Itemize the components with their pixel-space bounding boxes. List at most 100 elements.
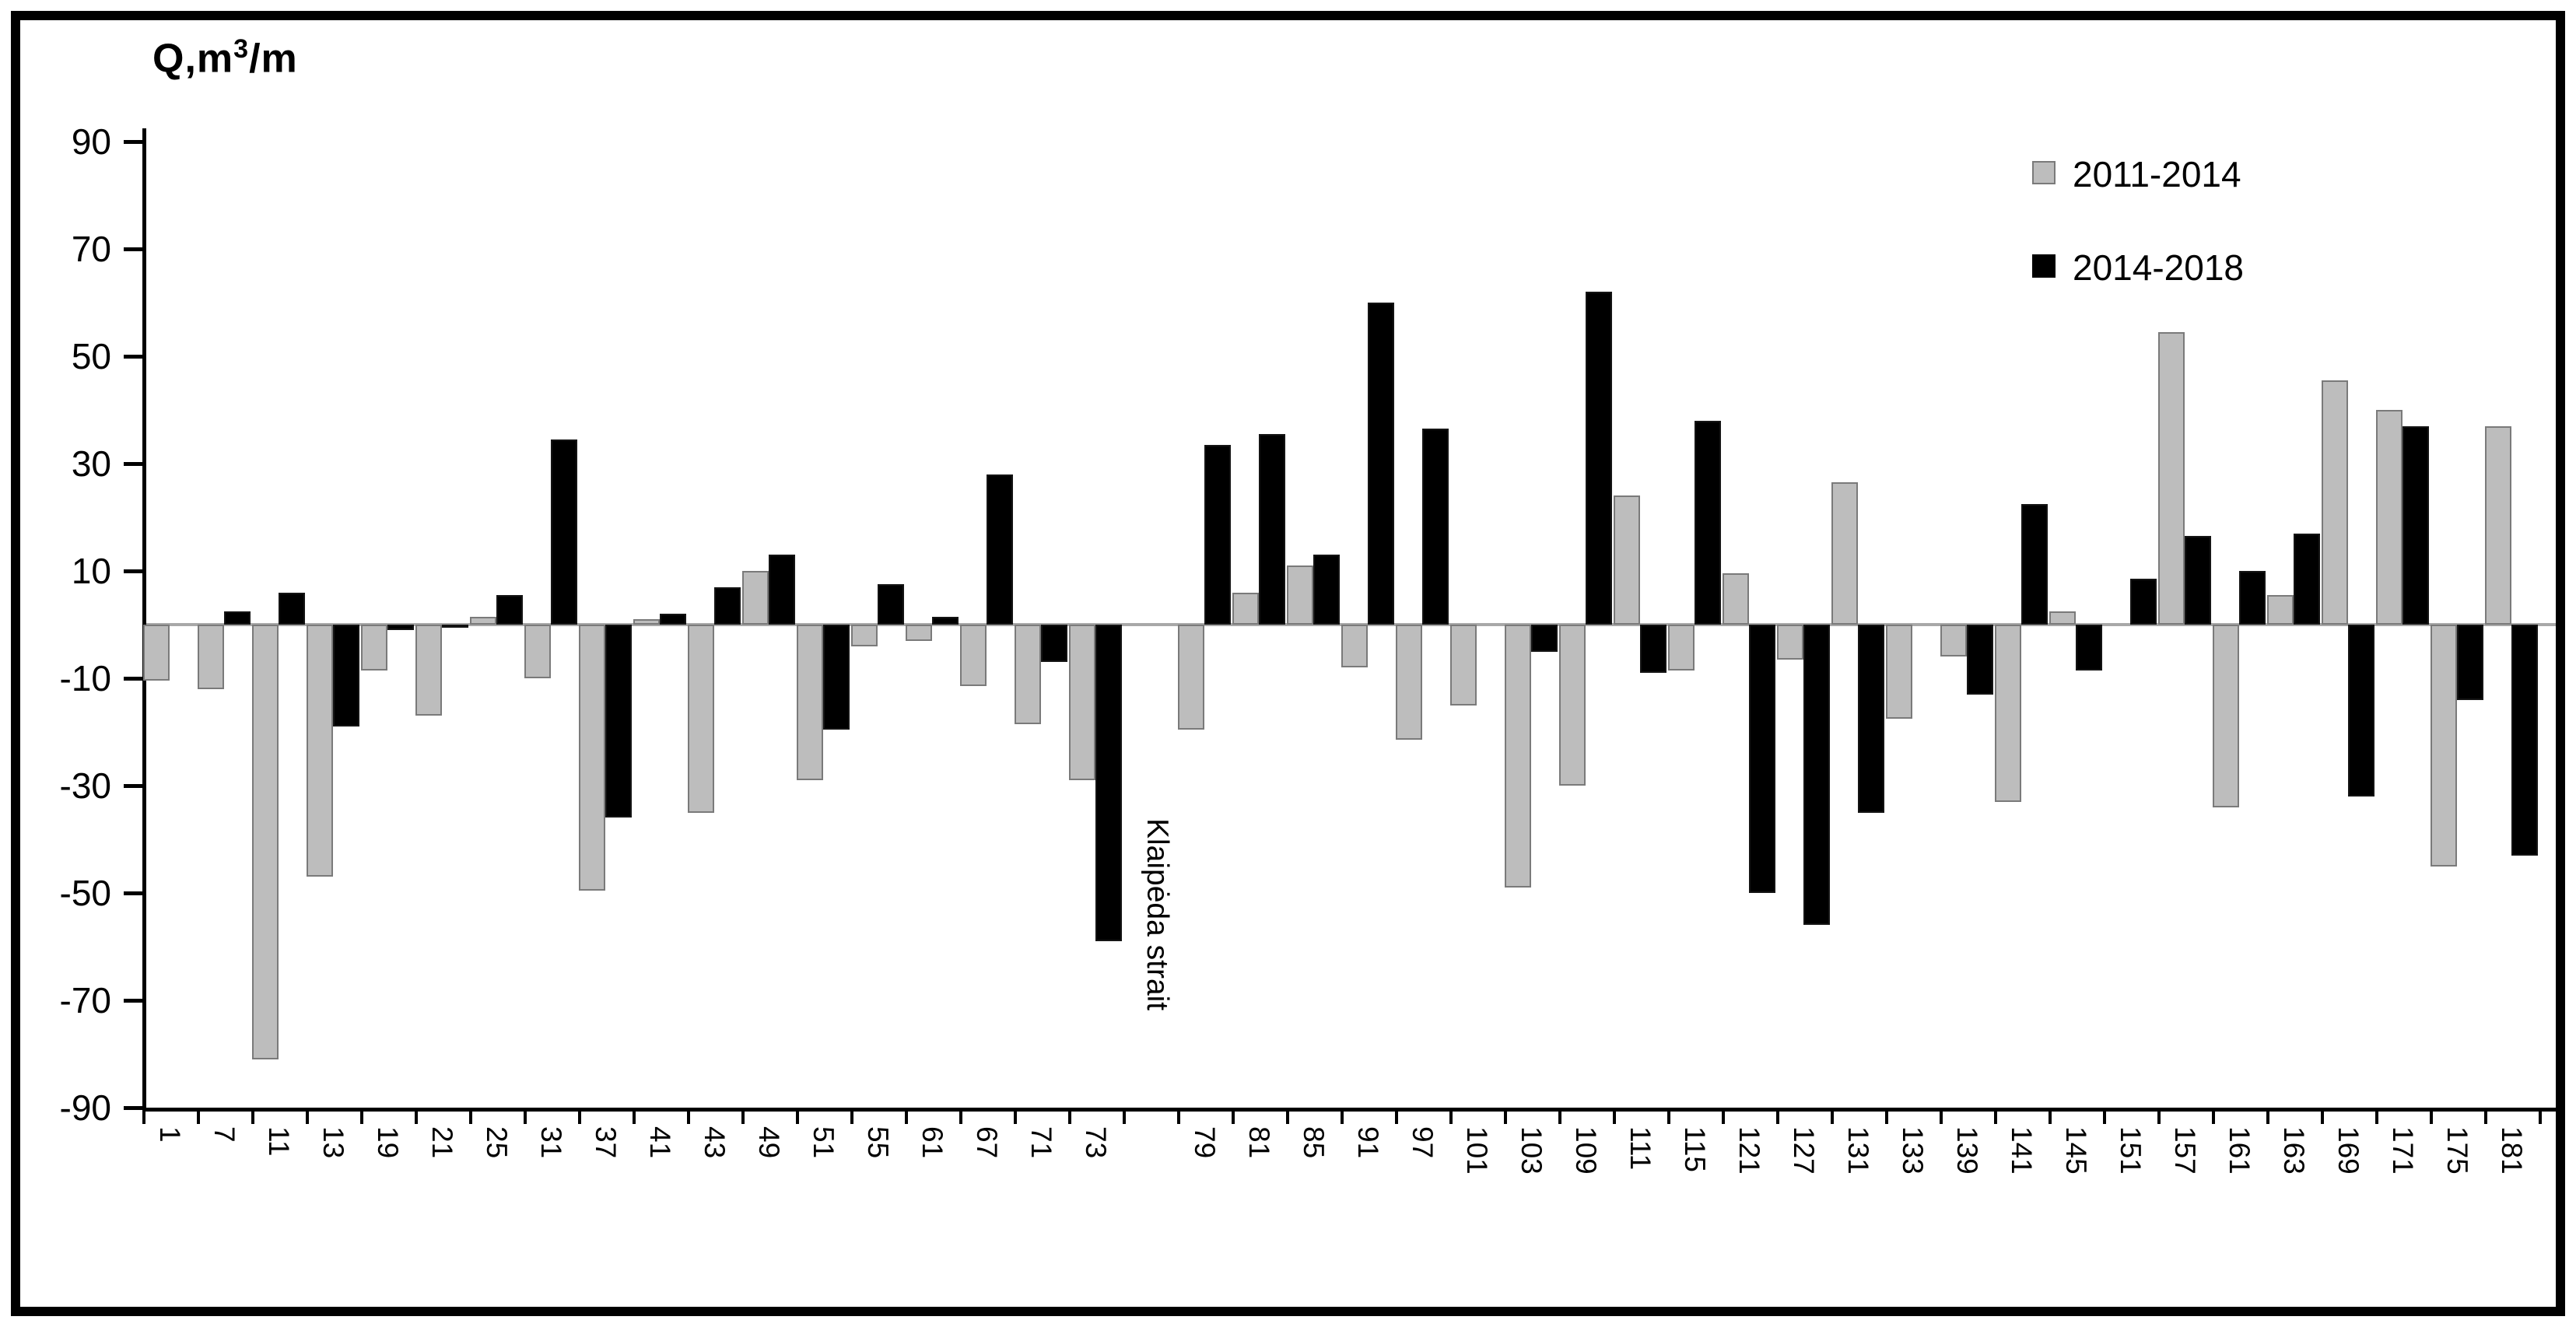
bar-2011-2014-cat-103 xyxy=(1505,625,1531,888)
x-axis-tick xyxy=(524,1112,527,1124)
bar-2011-2014-cat-37 xyxy=(579,625,605,891)
bar-2011-2014-cat-139 xyxy=(1940,625,1967,656)
y-axis-tick xyxy=(124,1106,142,1110)
x-axis-category-label: 111 xyxy=(1624,1126,1656,1171)
x-axis-category-label: 115 xyxy=(1679,1126,1711,1172)
bar-2011-2014-cat-49 xyxy=(742,571,769,625)
x-axis-category-label: 103 xyxy=(1516,1126,1547,1175)
x-axis-tick xyxy=(2375,1112,2378,1124)
x-axis-category-label: 141 xyxy=(2006,1126,2038,1175)
bar-2014-2018-cat-109 xyxy=(1586,292,1612,625)
x-axis-tick xyxy=(197,1112,200,1124)
x-axis-tick xyxy=(2266,1112,2269,1124)
legend-swatch-icon xyxy=(2032,161,2056,184)
x-axis-category-label: 79 xyxy=(1189,1126,1221,1159)
x-axis-category-label: 19 xyxy=(372,1126,404,1159)
x-axis-tick xyxy=(2321,1112,2324,1124)
bar-2014-2018-cat-37 xyxy=(605,625,632,818)
bar-2014-2018-cat-81 xyxy=(1259,434,1285,625)
x-axis-category-label: 71 xyxy=(1025,1126,1057,1159)
bar-2011-2014-cat-111 xyxy=(1614,495,1640,625)
x-axis-tick xyxy=(1449,1112,1453,1124)
bar-2011-2014-cat-85 xyxy=(1287,565,1313,625)
x-axis-category-label: 55 xyxy=(862,1126,894,1159)
x-axis-category-label: 181 xyxy=(2496,1126,2528,1175)
bar-2014-2018-cat-169 xyxy=(2348,625,2374,797)
x-axis-category-label: 163 xyxy=(2278,1126,2310,1175)
legend-label: 2014-2018 xyxy=(2073,247,2244,288)
y-axis-tick xyxy=(124,355,142,359)
bar-2014-2018-cat-19 xyxy=(387,625,414,630)
bar-2011-2014-cat-97 xyxy=(1396,625,1422,740)
x-axis-category-label: 145 xyxy=(2060,1126,2092,1175)
bar-2014-2018-cat-55 xyxy=(878,584,904,625)
bar-2014-2018-cat-21 xyxy=(442,625,468,628)
x-axis-tick xyxy=(796,1112,799,1124)
bar-2014-2018-cat-115 xyxy=(1695,421,1721,625)
bar-2011-2014-cat-67 xyxy=(960,625,987,686)
x-axis-category-label: 37 xyxy=(590,1126,622,1159)
bar-2014-2018-cat-61 xyxy=(932,617,959,625)
x-axis-tick xyxy=(2212,1112,2215,1124)
y-axis-title-prefix: Q,m xyxy=(152,36,234,82)
bar-2014-2018-cat-171 xyxy=(2403,426,2429,625)
bar-2011-2014-cat-43 xyxy=(688,625,714,813)
bar-2014-2018-cat-157 xyxy=(2185,536,2211,625)
bar-2014-2018-cat-7 xyxy=(224,611,251,625)
bar-2011-2014-cat-1 xyxy=(143,625,170,681)
bar-2014-2018-cat-73 xyxy=(1095,625,1122,941)
legend-label: 2011-2014 xyxy=(2073,154,2241,194)
x-axis-category-label: 157 xyxy=(2169,1126,2201,1175)
x-axis-tick xyxy=(1831,1112,1834,1124)
bar-2011-2014-cat-131 xyxy=(1831,482,1858,625)
x-axis-tick xyxy=(905,1112,908,1124)
bar-2011-2014-cat-127 xyxy=(1777,625,1803,660)
x-axis-tick xyxy=(1123,1112,1126,1124)
y-axis-tick xyxy=(124,462,142,466)
y-axis-line xyxy=(142,128,146,1112)
bar-2011-2014-cat-51 xyxy=(797,625,823,780)
x-axis-category-label: 169 xyxy=(2332,1126,2364,1175)
x-axis-tick xyxy=(1232,1112,1235,1124)
x-axis-tick xyxy=(633,1112,636,1124)
y-axis-tick-label: 90 xyxy=(71,121,111,162)
y-axis-title: Q,m3/m xyxy=(152,34,298,82)
bar-2014-2018-cat-163 xyxy=(2294,534,2320,625)
bar-2014-2018-cat-43 xyxy=(714,587,741,625)
y-axis-tick xyxy=(124,569,142,573)
bar-2014-2018-cat-139 xyxy=(1967,625,1993,695)
x-axis-category-label: 49 xyxy=(753,1126,785,1159)
y-axis-tick-label: 70 xyxy=(71,229,111,269)
x-axis-tick xyxy=(578,1112,581,1124)
bar-2011-2014-cat-21 xyxy=(415,625,442,716)
x-axis-category-label: 133 xyxy=(1897,1126,1929,1175)
y-axis-title-suffix: /m xyxy=(249,36,298,82)
x-axis-category-label: 61 xyxy=(916,1126,948,1159)
y-axis-tick xyxy=(124,999,142,1003)
x-axis-category-label: 91 xyxy=(1352,1126,1384,1159)
x-axis-category-label: 121 xyxy=(1733,1126,1765,1175)
x-axis-tick xyxy=(1776,1112,1779,1124)
x-axis-category-label: 97 xyxy=(1407,1126,1439,1159)
bar-2011-2014-cat-41 xyxy=(633,619,660,625)
bar-2014-2018-cat-49 xyxy=(769,555,795,625)
y-axis-tick xyxy=(124,140,142,144)
x-axis-tick xyxy=(1667,1112,1670,1124)
bar-2014-2018-cat-51 xyxy=(823,625,850,730)
x-axis-tick xyxy=(415,1112,418,1124)
bar-2011-2014-cat-169 xyxy=(2322,380,2348,625)
x-axis-tick xyxy=(306,1112,309,1124)
bar-2011-2014-cat-121 xyxy=(1723,573,1749,625)
x-axis-tick xyxy=(360,1112,363,1124)
bar-2011-2014-cat-73 xyxy=(1069,625,1095,780)
bar-2014-2018-cat-13 xyxy=(333,625,359,727)
y-axis-tick xyxy=(124,247,142,251)
y-axis-tick-label: 10 xyxy=(71,551,111,591)
x-axis-tick xyxy=(469,1112,472,1124)
x-axis-category-label: 7 xyxy=(209,1126,240,1143)
x-axis-tick xyxy=(2484,1112,2487,1124)
y-axis-tick-label: 30 xyxy=(71,443,111,484)
x-axis-category-label: 67 xyxy=(971,1126,1003,1159)
bar-2014-2018-cat-145 xyxy=(2076,625,2102,671)
